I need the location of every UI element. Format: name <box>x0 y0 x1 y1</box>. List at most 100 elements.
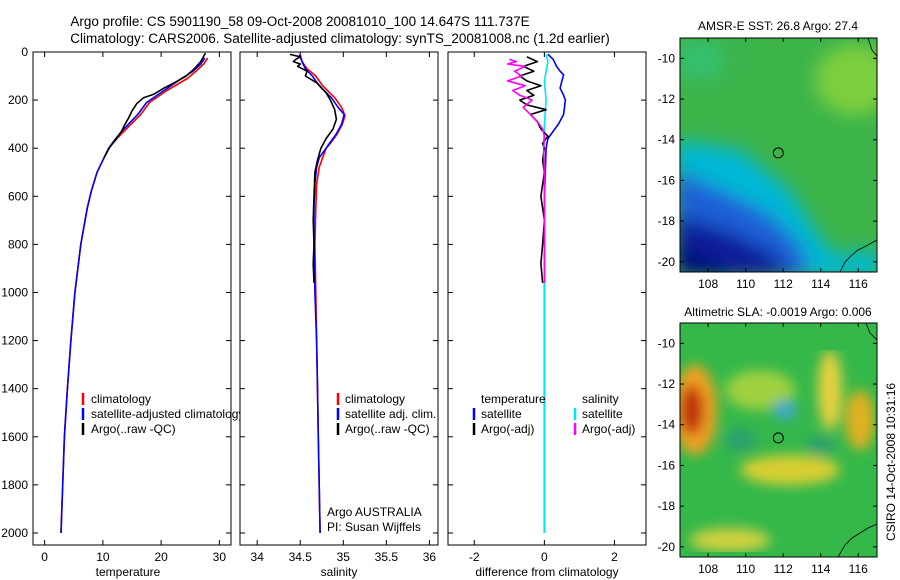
ytick-label: 400 <box>8 141 28 155</box>
map-xtick-label: 114 <box>811 277 830 291</box>
sla-map-field <box>680 323 877 557</box>
map-xtick-label: 114 <box>811 562 830 576</box>
xtick-label: 34 <box>251 550 265 564</box>
ytick-label: 1800 <box>1 478 28 492</box>
legend-label-temperature-satellite: satellite <box>481 407 522 421</box>
salinity-series <box>289 53 346 534</box>
xtick-label: 20 <box>154 550 168 564</box>
figure-title-line1: Argo profile: CS 5901190_58 09-Oct-2008 … <box>70 14 529 29</box>
temperature-legend: climatology satellite-adjusted climatolo… <box>81 392 244 436</box>
sla-mid-region-5 <box>845 390 875 450</box>
sla-map-frame <box>679 322 878 558</box>
xtick-label: 2 <box>611 550 618 564</box>
ytick-label: 200 <box>8 93 28 107</box>
ytick-label: 2000 <box>1 526 28 540</box>
difference-xlabel: difference from climatology <box>475 565 618 579</box>
sla-mid-region-2 <box>818 350 842 430</box>
temperature-series <box>60 52 209 534</box>
sla-map-ticks: 108 110 112 114 116 -10 -12 -14 -16 -18 -20 <box>658 323 877 576</box>
map-xtick-label: 112 <box>774 562 793 576</box>
ytick-label: 1200 <box>1 334 28 348</box>
salinity-xlabel: salinity <box>321 565 358 579</box>
map-ytick-label: -18 <box>658 499 676 513</box>
difference-panel: -2 0 2 difference from climatology tempera… <box>447 51 647 579</box>
sst-map-title: AMSR-E SST: 26.8 Argo: 27.4 <box>698 19 858 33</box>
xtick-label: 0 <box>41 550 48 564</box>
ytick-label: 1000 <box>1 285 28 299</box>
legend-heading-temperature: temperature <box>481 392 546 406</box>
float-owner-annotation: Argo AUSTRALIA <box>327 505 422 519</box>
map-ytick-label: -10 <box>658 336 676 350</box>
xtick-label: 10 <box>96 550 110 564</box>
sst-coastline-north <box>867 38 877 57</box>
difference-axes-box <box>447 51 647 546</box>
sla-mid-region-1 <box>725 370 795 410</box>
ytick-label: 0 <box>21 45 28 59</box>
temperature-ticks: 0 10 20 30 0 200 400 600 800 1000 1200 1400 1600 1800… <box>1 45 231 564</box>
xtick-label: 35 <box>337 550 351 564</box>
legend-heading-salinity: salinity <box>582 392 619 406</box>
legend-label-climatology: climatology <box>345 392 405 406</box>
legend-label-argo: Argo(..raw -QC) <box>345 422 430 436</box>
legend-label-salinity-argo: Argo(-adj) <box>582 422 635 436</box>
salinity-ticks: 34 34.5 35 35.5 36 <box>240 51 438 564</box>
temperature-panel: 0 10 20 30 0 200 400 600 800 1000 1200 1400 1600 1800… <box>1 45 244 579</box>
temperature-axes-box <box>32 51 232 546</box>
map-xtick-label: 110 <box>736 277 755 291</box>
xtick-label: 34.5 <box>289 550 313 564</box>
temperature-xlabel: temperature <box>96 565 161 579</box>
sst-green-region <box>680 40 725 80</box>
legend-label-salinity-satellite: satellite <box>582 407 623 421</box>
map-ytick-label: -16 <box>658 173 676 187</box>
map-xtick-label: 108 <box>698 277 718 291</box>
sst-argo-location-marker <box>772 147 784 159</box>
legend-label-climatology: climatology <box>91 392 151 406</box>
figure-title-line2: Climatology: CARS2006. Satellite-adjuste… <box>70 31 610 46</box>
map-xtick-label: 108 <box>698 562 718 576</box>
sla-coastline-north <box>865 323 877 341</box>
float-pi-annotation: PI: Susan Wijffels <box>327 520 421 534</box>
xtick-label: -2 <box>469 550 480 564</box>
map-ytick-label: -18 <box>658 214 676 228</box>
timestamp-credit: CSIRO 14-Oct-2008 10:31:16 <box>884 383 898 541</box>
difference-ticks: -2 0 2 <box>448 51 646 564</box>
sla-low-region-1 <box>773 400 797 420</box>
sst-map-frame <box>679 37 878 273</box>
sst-deep-region <box>680 246 735 272</box>
salinity-axes-box <box>239 51 439 546</box>
map-ytick-label: -20 <box>658 540 676 554</box>
map-ytick-label: -10 <box>658 51 676 65</box>
sla-peak-region <box>680 385 704 435</box>
sla-mid-region-4 <box>690 528 770 552</box>
sla-low-region-2 <box>724 428 756 452</box>
sst-coastline <box>839 239 877 272</box>
xtick-label: 35.5 <box>375 550 399 564</box>
xtick-label: 36 <box>423 550 437 564</box>
ytick-label: 600 <box>8 189 28 203</box>
legend-label-temperature-argo: Argo(-adj) <box>481 422 534 436</box>
ytick-label: 800 <box>8 237 28 251</box>
series-line-salinity-argo <box>506 58 546 283</box>
map-xtick-label: 110 <box>736 562 755 576</box>
map-ytick-label: -16 <box>658 458 676 472</box>
map-ytick-label: -14 <box>658 133 676 147</box>
sla-map-gradient <box>680 350 875 552</box>
series-line-temperature-satellite <box>543 53 567 533</box>
series-line-argo <box>289 53 338 283</box>
difference-series <box>506 53 567 533</box>
sla-low-region-3 <box>806 435 834 455</box>
map-ytick-label: -14 <box>658 418 676 432</box>
map-ytick-label: -12 <box>658 377 676 391</box>
legend-label-satellite: satellite adj. clim. <box>345 407 436 421</box>
map-xtick-label: 116 <box>849 562 868 576</box>
sst-warm-region <box>815 45 877 115</box>
legend-label-satellite: satellite-adjusted climatology <box>91 407 244 421</box>
sla-map-background <box>680 323 877 557</box>
legend-label-argo: Argo(..raw -QC) <box>91 422 176 436</box>
difference-legend: temperature satellite Argo(-adj) salinit… <box>472 392 635 436</box>
salinity-legend: climatology satellite adj. clim. Argo(..… <box>336 392 436 436</box>
xtick-label: 30 <box>213 550 227 564</box>
sla-argo-location-marker <box>772 432 784 444</box>
xtick-label: 0 <box>541 550 548 564</box>
